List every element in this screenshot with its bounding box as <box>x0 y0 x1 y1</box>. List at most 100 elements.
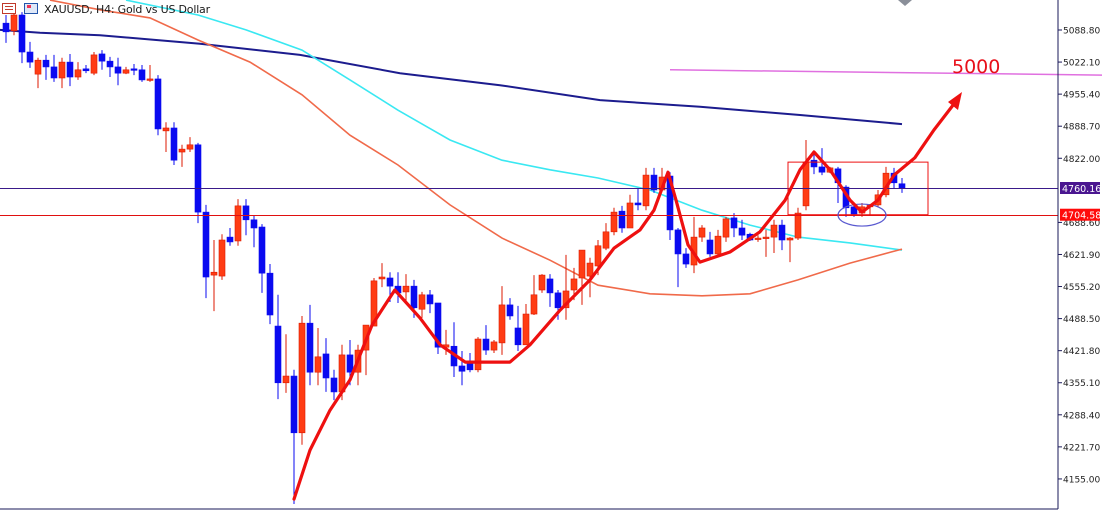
arrowhead-icon <box>948 91 962 110</box>
consolidation-box <box>787 161 929 216</box>
candle-body <box>650 174 658 191</box>
candle-body <box>434 302 442 348</box>
candle-body <box>706 239 714 255</box>
properties-icon[interactable] <box>2 3 16 14</box>
bearish-candle <box>82 65 90 74</box>
bullish-candle <box>794 207 802 240</box>
bearish-candle <box>306 304 314 386</box>
bullish-candle <box>490 340 498 353</box>
price-tag-bg <box>1060 182 1100 194</box>
bearish-candle <box>458 351 466 386</box>
candle-body <box>90 54 98 74</box>
bearish-candle <box>106 56 114 78</box>
bullish-candle <box>282 334 290 393</box>
bearish-candle <box>898 177 906 193</box>
bullish-candle <box>698 225 706 242</box>
template-icon[interactable] <box>24 3 38 14</box>
candle-body <box>42 59 50 68</box>
bullish-candle <box>58 57 66 89</box>
axis-tick-label: 4288.40 <box>1063 411 1100 421</box>
candle-body <box>594 245 602 267</box>
candle-body <box>674 229 682 255</box>
scroll-marker-icon[interactable] <box>898 0 912 6</box>
candle-body <box>274 325 282 384</box>
candle-body <box>2 22 10 33</box>
candle-body <box>802 161 810 207</box>
candle-body <box>122 69 130 74</box>
candle-body <box>258 226 266 274</box>
bearish-candle <box>506 298 514 320</box>
bearish-candle <box>26 41 34 68</box>
bearish-candle <box>674 227 682 288</box>
bearish-candle <box>290 369 298 504</box>
candle-body <box>474 338 482 371</box>
candle-body <box>226 236 234 243</box>
candle-body <box>314 356 322 373</box>
candle-body <box>58 61 66 79</box>
bullish-candle <box>522 303 530 346</box>
candle-body <box>586 262 594 277</box>
candle-body <box>754 237 762 240</box>
candle-body <box>778 224 786 241</box>
candle-body <box>194 144 202 213</box>
horizontal-lines[interactable] <box>0 188 1058 216</box>
bullish-candle <box>626 194 634 229</box>
candle-body <box>282 375 290 384</box>
candle-body <box>138 69 146 81</box>
candle-body <box>730 217 738 229</box>
bearish-candle <box>50 54 58 82</box>
bullish-candle <box>762 229 770 257</box>
bullish-candle <box>754 235 762 242</box>
candle-body <box>298 322 306 434</box>
bullish-candle <box>122 66 130 75</box>
price-tag-label: 4704.58 <box>1062 211 1101 222</box>
candle-body <box>10 14 18 32</box>
bullish-candle <box>402 274 410 303</box>
candle-body <box>154 78 162 130</box>
candle-body <box>722 218 730 238</box>
bullish-candle <box>530 275 538 315</box>
candle-body <box>410 285 418 309</box>
bearish-candle <box>170 122 178 165</box>
bullish-candle <box>314 327 322 386</box>
candle-body <box>770 224 778 238</box>
candle-body <box>250 219 258 229</box>
candle-body <box>34 59 42 75</box>
bearish-candle <box>66 53 74 87</box>
candle-body <box>66 61 74 78</box>
bullish-candle <box>578 249 586 305</box>
bullish-candle <box>178 144 186 167</box>
bullish-candle <box>378 263 386 288</box>
bearish-candle <box>2 15 10 43</box>
bullish-candle <box>722 216 730 242</box>
candle-body <box>602 231 610 249</box>
bullish-candle <box>234 199 242 246</box>
candle-body <box>546 278 554 294</box>
candle-body <box>26 51 34 63</box>
candle-body <box>178 148 186 153</box>
axis-tick-label: 4155.00 <box>1063 475 1100 485</box>
candle-body <box>490 341 498 351</box>
candle-body <box>218 239 226 277</box>
annotations[interactable]: 5000 <box>292 56 1103 501</box>
axis-tick-label: 5088.80 <box>1063 27 1100 37</box>
candle-body <box>738 227 746 236</box>
axis-tick-label: 5022.10 <box>1063 59 1100 69</box>
bullish-candle <box>498 286 506 355</box>
candle-body <box>610 211 618 233</box>
candle-body <box>386 277 394 287</box>
candle-body <box>370 280 378 327</box>
price-tags: 4760.16 4704.58 <box>1060 182 1101 222</box>
bearish-candle <box>730 213 738 238</box>
candle-body <box>170 127 178 161</box>
bearish-candle <box>706 231 714 257</box>
moving-averages <box>0 0 903 297</box>
candle-body <box>682 253 690 265</box>
bearish-candle <box>266 264 274 325</box>
candle-body <box>530 294 538 315</box>
bullish-candle <box>298 315 306 445</box>
bullish-candle <box>74 62 82 80</box>
candle-body <box>514 327 522 346</box>
candle-body <box>786 237 794 241</box>
